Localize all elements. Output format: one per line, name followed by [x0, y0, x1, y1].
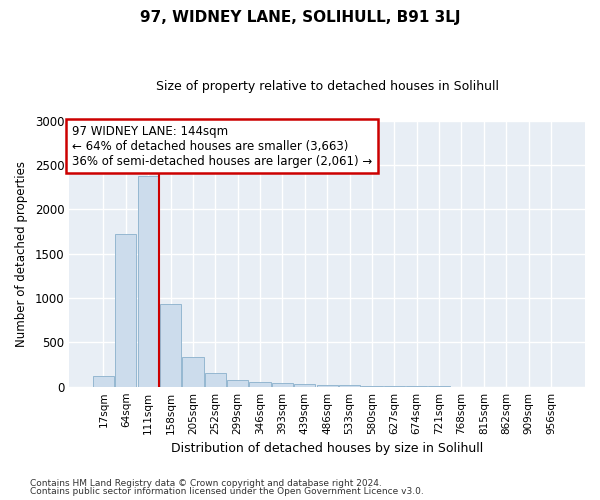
Bar	[294, 384, 316, 386]
Title: Size of property relative to detached houses in Solihull: Size of property relative to detached ho…	[156, 80, 499, 93]
Text: 97 WIDNEY LANE: 144sqm
← 64% of detached houses are smaller (3,663)
36% of semi-: 97 WIDNEY LANE: 144sqm ← 64% of detached…	[72, 124, 372, 168]
Text: 97, WIDNEY LANE, SOLIHULL, B91 3LJ: 97, WIDNEY LANE, SOLIHULL, B91 3LJ	[140, 10, 460, 25]
Bar	[115, 234, 136, 386]
Bar	[227, 380, 248, 386]
Bar	[137, 176, 159, 386]
Bar	[205, 373, 226, 386]
Text: Contains HM Land Registry data © Crown copyright and database right 2024.: Contains HM Land Registry data © Crown c…	[30, 478, 382, 488]
Y-axis label: Number of detached properties: Number of detached properties	[15, 160, 28, 346]
Bar	[93, 376, 114, 386]
Bar	[182, 356, 203, 386]
X-axis label: Distribution of detached houses by size in Solihull: Distribution of detached houses by size …	[171, 442, 484, 455]
Bar	[160, 304, 181, 386]
Text: Contains public sector information licensed under the Open Government Licence v3: Contains public sector information licen…	[30, 487, 424, 496]
Bar	[272, 382, 293, 386]
Bar	[317, 385, 338, 386]
Bar	[250, 382, 271, 386]
